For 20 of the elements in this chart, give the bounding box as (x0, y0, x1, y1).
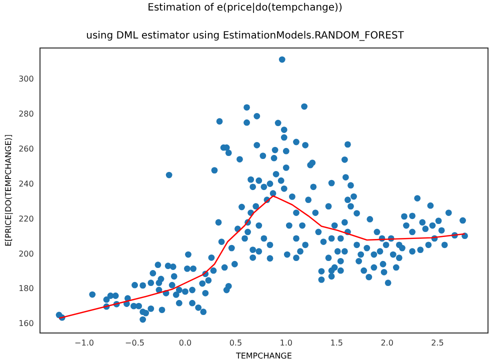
y-tick-label: 200 (18, 249, 34, 258)
y-axis-title: E[PRICE|DO(TEMPCHANGE)] (4, 134, 13, 246)
x-tick-label: 0.5 (229, 338, 242, 348)
y-tick-label: 160 (18, 319, 34, 328)
x-tick-label: 2.5 (431, 338, 444, 348)
x-tick-label: 1.5 (330, 338, 343, 348)
y-tick-label: 240 (18, 179, 34, 188)
x-axis-title: TEMPCHANGE (234, 351, 292, 360)
x-tick-label: 2.0 (380, 338, 394, 348)
chart-subtitle: using DML estimator using EstimationModels.RANDOM_FOREST (86, 30, 405, 42)
x-tick-label: −0.5 (125, 338, 144, 348)
y-tick-label: 180 (18, 284, 34, 294)
x-tick-label: 0.0 (178, 338, 192, 348)
x-tick-label: −1.0 (74, 338, 94, 348)
x-tick-label: 1.0 (280, 338, 293, 348)
chart-title: Estimation of e(price|do(tempchange)) (148, 2, 342, 14)
y-tick-label: 300 (18, 74, 34, 84)
y-tick-label: 260 (18, 144, 34, 154)
y-tick-label: 220 (18, 214, 34, 224)
y-tick-label: 280 (18, 109, 34, 118)
